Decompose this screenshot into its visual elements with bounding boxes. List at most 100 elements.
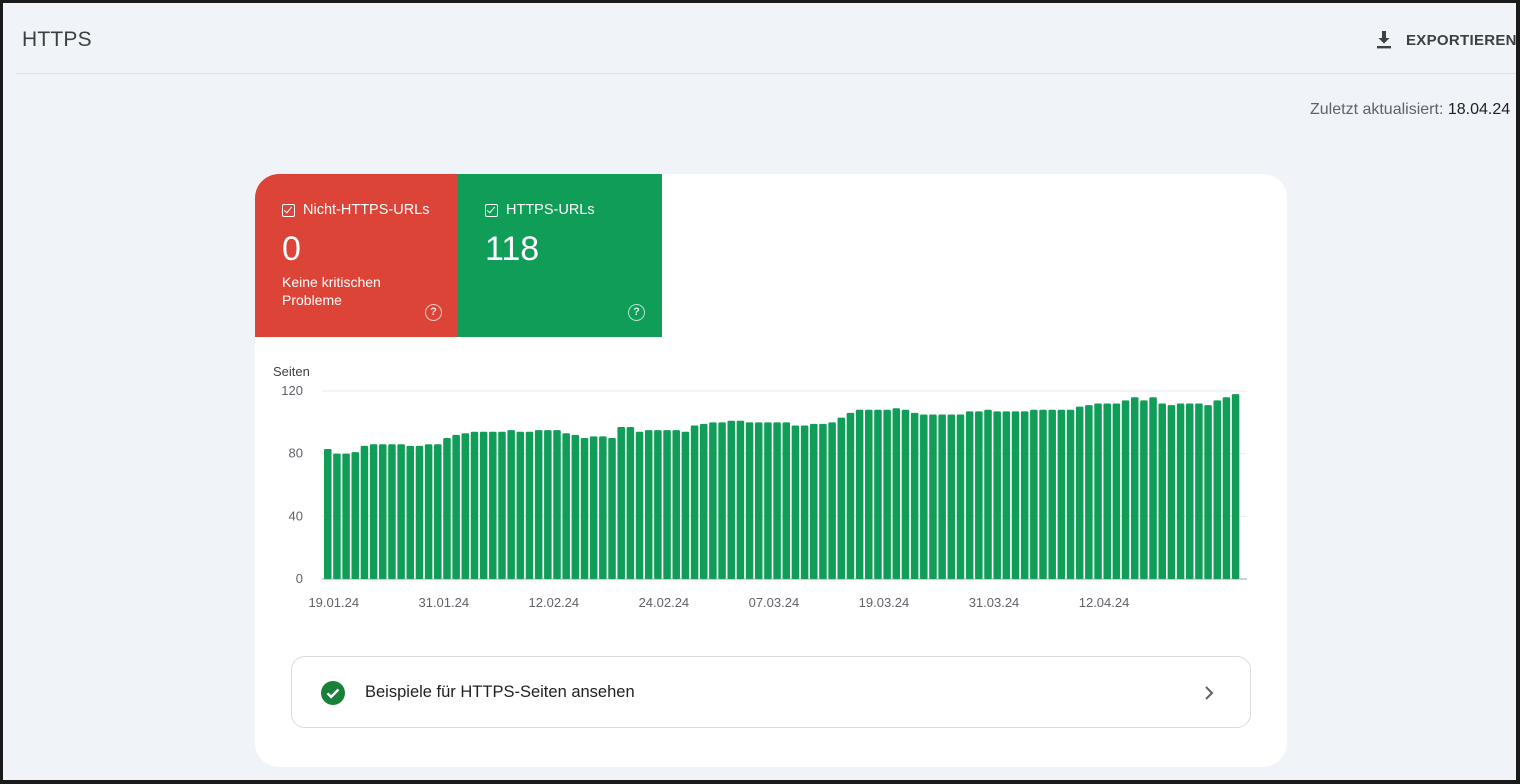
chart-bar xyxy=(415,445,424,579)
chart-bar xyxy=(1176,403,1185,579)
chart-bar xyxy=(1195,403,1203,579)
chart-bar xyxy=(709,422,717,579)
chart-bar xyxy=(489,431,497,579)
tile-label: HTTPS-URLs xyxy=(506,202,595,218)
window-border-left xyxy=(0,0,3,784)
chart-bar xyxy=(1149,397,1157,579)
chart-bar xyxy=(571,434,580,579)
chart-bar xyxy=(736,420,745,579)
window-border-bottom xyxy=(0,780,1520,784)
chart-bar xyxy=(580,438,589,579)
x-tick-label: 19.03.24 xyxy=(859,595,910,610)
chart-bar xyxy=(342,453,350,579)
chart-bar xyxy=(406,445,415,579)
chart-bar xyxy=(1020,411,1029,579)
chart-bar xyxy=(516,431,525,579)
window-border-right xyxy=(1516,0,1520,784)
export-label: EXPORTIEREN xyxy=(1406,31,1517,49)
chart-bar xyxy=(443,438,451,579)
chart-bar xyxy=(562,433,570,579)
x-tick-label: 07.03.24 xyxy=(749,595,800,610)
last-updated: Zuletzt aktualisiert: 18.04.24 xyxy=(1310,101,1510,119)
chart-bar xyxy=(333,453,341,579)
chart-bar xyxy=(901,409,910,579)
chart-bar xyxy=(369,444,378,579)
chart-area: Seiten 0 40 80 120 19.01.24 31.01.24 12.02.24 24… xyxy=(255,354,1287,624)
chart-bar xyxy=(351,452,360,579)
last-updated-label: Zuletzt aktualisiert: xyxy=(1310,101,1444,118)
y-tick-label: 40 xyxy=(289,508,303,523)
y-tick-label: 80 xyxy=(289,446,303,461)
chart-bar xyxy=(754,422,763,579)
chart-bar xyxy=(1231,394,1240,579)
chart-bar xyxy=(1103,403,1111,579)
checkbox-icon[interactable] xyxy=(282,203,295,217)
chart-bar xyxy=(938,414,946,579)
chart-bar xyxy=(718,422,726,579)
chart-bar xyxy=(800,425,809,579)
chart-bar xyxy=(828,422,836,579)
chart-bar xyxy=(1066,409,1075,579)
chart-bar xyxy=(379,444,387,579)
tile-https[interactable]: HTTPS-URLs 118 ? xyxy=(458,174,662,337)
chart-bar xyxy=(975,411,983,579)
chart-bar xyxy=(388,444,396,579)
chart-bar xyxy=(810,423,818,579)
chart-bar xyxy=(654,430,662,579)
tile-label: Nicht-HTTPS-URLs xyxy=(303,202,430,218)
chart-bar xyxy=(672,430,680,579)
chart-bar xyxy=(534,430,543,579)
chart-bar xyxy=(929,414,937,579)
chart-bar xyxy=(819,423,827,579)
tile-subtitle: Keine kritischen Probleme xyxy=(282,274,381,308)
chart-bar xyxy=(1039,409,1047,579)
help-icon[interactable]: ? xyxy=(425,304,442,321)
chart-bar xyxy=(553,430,561,579)
chart-bar xyxy=(608,438,616,579)
chart-bar xyxy=(984,409,992,579)
chart-bar xyxy=(589,436,598,579)
chart-bar xyxy=(1011,411,1020,579)
check-circle-icon xyxy=(321,681,345,705)
chart-bar xyxy=(764,422,772,579)
tile-value: 0 xyxy=(282,230,301,268)
chart-bar xyxy=(498,431,506,579)
chart-bar xyxy=(993,411,1001,579)
chart-bar xyxy=(956,414,965,579)
chart-bar xyxy=(1057,409,1066,579)
tile-non-https[interactable]: Nicht-HTTPS-URLs 0 Keine kritischen Prob… xyxy=(255,174,458,337)
last-updated-value: 18.04.24 xyxy=(1447,101,1511,118)
chart-bar xyxy=(727,420,735,579)
chart-bar xyxy=(1121,400,1130,579)
chart-bar xyxy=(855,409,864,579)
chart-bar xyxy=(1075,406,1084,579)
view-examples-row[interactable]: Beispiele für HTTPS-Seiten ansehen xyxy=(291,656,1251,728)
x-tick-label: 24.02.24 xyxy=(639,595,690,610)
chart-bar xyxy=(1213,400,1222,579)
chart-bar xyxy=(910,412,919,579)
chart-bar xyxy=(690,425,699,579)
page-title: HTTPS xyxy=(22,28,92,51)
chart-bar xyxy=(965,411,974,579)
x-tick-label: 31.01.24 xyxy=(418,595,469,610)
chart-bar xyxy=(1030,409,1038,579)
help-icon[interactable]: ? xyxy=(628,304,645,321)
checkbox-icon[interactable] xyxy=(485,203,498,217)
chart-bar xyxy=(479,431,488,579)
examples-label: Beispiele für HTTPS-Seiten ansehen xyxy=(365,683,635,701)
chart-bar xyxy=(947,414,956,579)
chart-bar xyxy=(461,433,470,579)
chart-bar xyxy=(1130,397,1139,579)
x-tick-label: 12.04.24 xyxy=(1079,595,1130,610)
chart-bar xyxy=(397,444,405,579)
export-button[interactable]: EXPORTIEREN xyxy=(1374,26,1517,54)
chart-bar xyxy=(1222,397,1231,579)
chart-bar xyxy=(1185,403,1194,579)
y-tick-label: 0 xyxy=(296,571,303,586)
chart-bar xyxy=(644,430,653,579)
chart-bar xyxy=(617,427,625,579)
chart-bar xyxy=(846,412,855,579)
chart-bar xyxy=(470,431,479,579)
chart-bar xyxy=(1048,409,1056,579)
chart-bar xyxy=(1167,405,1176,579)
